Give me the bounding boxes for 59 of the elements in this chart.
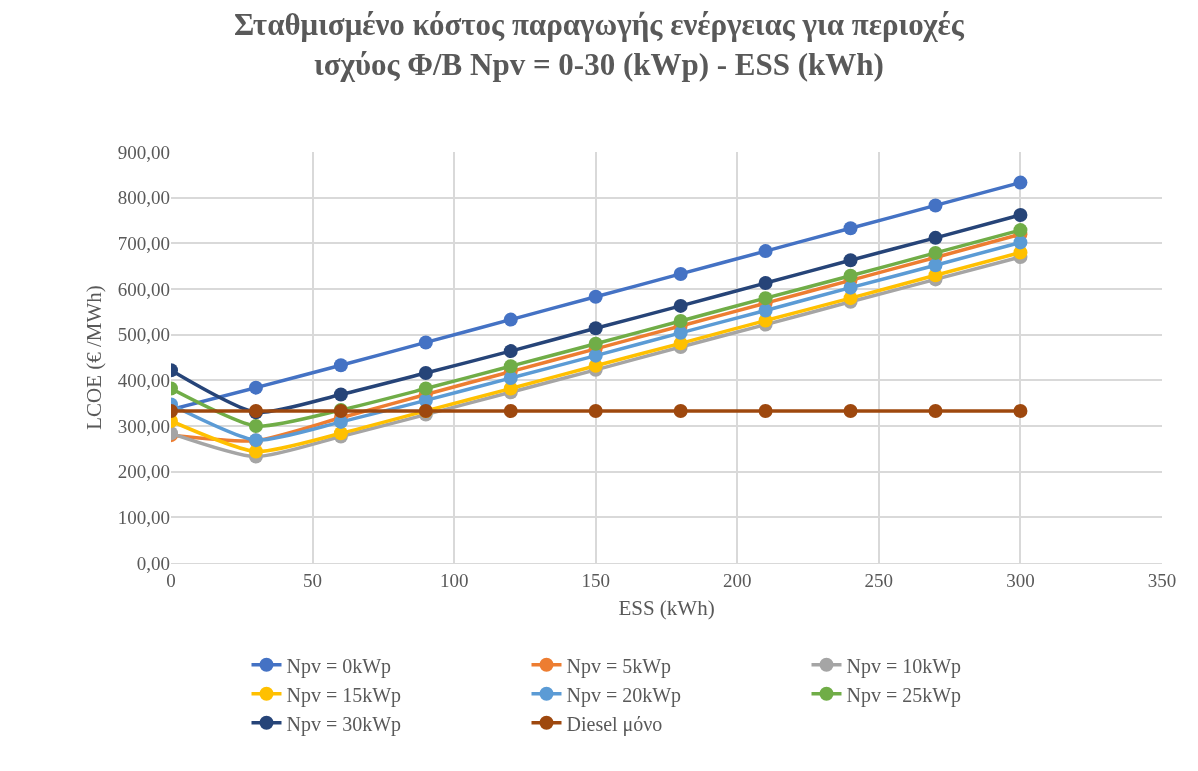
point [673,403,688,418]
x-tick-label: 250 [864,569,894,591]
point [1013,403,1028,418]
point [843,221,858,236]
point [503,403,518,418]
x-axis-title: ESS (kWh) [618,596,715,620]
point [1013,175,1028,190]
point [843,253,858,268]
point [928,258,943,273]
x-tick-label: 50 [303,569,323,591]
y-tick-label: 800,00 [117,187,170,209]
chart-title: Σταθμισμένο κόστος παραγωγής ενέργειας για περιοχές ισχύος Φ/Β Npv = 0-30 (kWp) - ESS (kWh) [234,6,965,82]
legend-label: Npv = 30kWp [286,712,402,736]
point [333,387,348,402]
x-tick-label: 100 [439,569,469,591]
point [673,266,688,281]
legend-label: Npv = 5kWp [566,654,672,678]
y-tick-label: 300,00 [117,415,170,437]
point [588,289,603,304]
y-tick-label: 700,00 [117,232,170,254]
legend-label: Npv = 15kWp [286,683,402,707]
point [758,244,773,259]
point [758,403,773,418]
point [928,198,943,213]
x-tick-label: 200 [723,569,752,591]
y-tick-label: 600,00 [117,278,170,300]
point [333,358,348,373]
y-axis-title: LCOE (€ /MWh) [81,285,106,430]
legend-label: Npv = 0kWp [286,654,392,678]
point [928,245,943,260]
point [673,298,688,313]
point [503,312,518,327]
x-tick-label: 300 [1006,569,1035,591]
y-tick-label: 100,00 [117,506,170,528]
y-tick-label: 200,00 [117,461,170,483]
point [503,344,518,359]
point [588,321,603,336]
point [248,444,263,459]
y-tick-label: 900,00 [117,141,170,163]
legend-label: Npv = 10kWp [846,654,962,678]
point [248,419,263,433]
legend-label: Npv = 25kWp [846,683,962,707]
point [758,276,773,291]
legend-label: Diesel μόνο [566,712,663,736]
point [928,230,943,245]
point [1013,208,1028,223]
y-tick-label: 500,00 [117,324,170,346]
point [248,380,263,395]
point [928,403,943,418]
point [418,366,433,381]
point [588,336,603,351]
x-tick-label: 350 [1147,569,1177,591]
point [843,403,858,418]
point [588,403,603,418]
y-tick-label: 400,00 [117,369,170,391]
point [418,335,433,350]
point [588,348,603,363]
legend-label: Npv = 20kWp [566,683,682,707]
x-tick-label: 150 [581,569,610,591]
